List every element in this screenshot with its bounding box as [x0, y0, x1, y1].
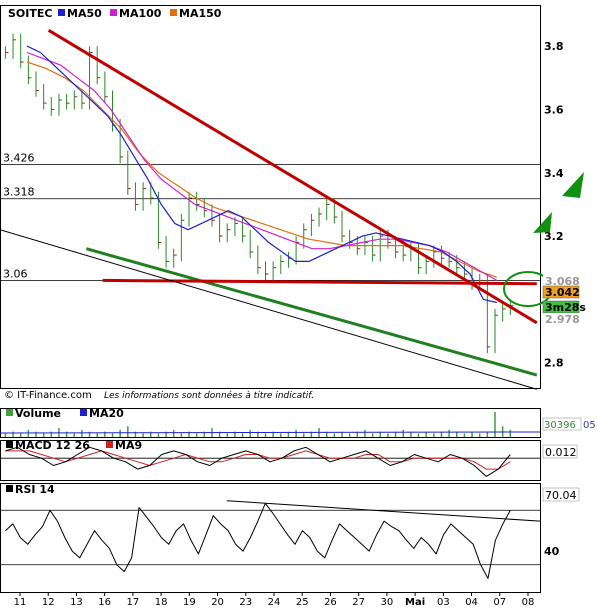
- price-y-tick-label: 3.8: [544, 40, 564, 53]
- macd-value-box: [542, 444, 578, 459]
- x-tick-label: Mai: [405, 597, 425, 608]
- x-tick-label: 20: [211, 597, 224, 608]
- watermark: © IT-Finance.com: [4, 390, 92, 401]
- rsi-legend-label: RSI 14: [15, 483, 55, 496]
- price-tag-box: [543, 313, 579, 325]
- price-panel-frame: [0, 5, 541, 389]
- volume-legend-label: MA20: [89, 407, 124, 420]
- rsi-value-tag: 70.04: [545, 489, 577, 502]
- price-level-label: 3.318: [3, 186, 35, 199]
- x-tick-label: 18: [155, 597, 168, 608]
- x-tick-label: 26: [324, 597, 337, 608]
- green-up-arrow-small: [533, 212, 552, 233]
- price-tag-label: 3.042: [545, 286, 580, 299]
- legend-label: MA50: [67, 7, 102, 20]
- price-tag-label: 2.978: [545, 313, 580, 326]
- price-y-tick-label: 2.8: [544, 357, 564, 370]
- price-level-label: 3.426: [3, 152, 35, 165]
- rsi-trendline: [226, 500, 541, 522]
- price-tag-box: [542, 285, 580, 299]
- trendline-horizontal-support: [102, 278, 537, 286]
- macd-legend-swatch: [106, 441, 113, 448]
- price-tag-box: [543, 275, 579, 287]
- legend-swatch: [110, 9, 117, 16]
- x-tick-label: 25: [296, 597, 309, 608]
- legend-swatch: [58, 9, 65, 16]
- rsi-legend-swatch: [6, 485, 13, 492]
- legend-swatch: [170, 9, 177, 16]
- x-tick-label: 08: [522, 597, 535, 608]
- x-tick-label: 07: [493, 597, 506, 608]
- ma50-line: [26, 45, 497, 304]
- price-y-tick-label: 3.4: [544, 167, 564, 180]
- price-tag-label: 3.068: [545, 275, 580, 288]
- volume-legend-swatch: [80, 409, 87, 416]
- macd-legend-label: MACD 12 26: [15, 439, 90, 452]
- legend-label: MA100: [119, 7, 162, 20]
- trendline-support: [85, 247, 538, 377]
- macd-legend-swatch: [6, 441, 13, 448]
- volume-value-suffix: 05: [583, 420, 596, 431]
- x-tick-label: 24: [268, 597, 281, 608]
- volume-legend-swatch: [6, 409, 13, 416]
- price-level-label: 3.06: [3, 267, 28, 280]
- x-tick-label: 30: [381, 597, 394, 608]
- x-tick-label: 27: [352, 597, 365, 608]
- volume-legend-label: Volume: [15, 407, 61, 420]
- macd-line: [5, 446, 511, 477]
- volume-ma20-line: [0, 431, 541, 434]
- rsi-panel-frame: [0, 483, 541, 593]
- legend-label: MA150: [179, 7, 222, 20]
- rsi-line: [5, 502, 511, 579]
- x-tick-label: 12: [42, 597, 55, 608]
- macd-value-tag: 0.012: [545, 446, 577, 459]
- volume-value-tag: 30396: [544, 420, 576, 431]
- x-tick-label: 11: [14, 597, 27, 608]
- rsi-y-tick-label: 40: [544, 545, 560, 558]
- x-tick-label: 16: [98, 597, 111, 608]
- price-y-tick-label: 3.2: [544, 230, 564, 243]
- price-y-tick-label: 3.6: [544, 103, 564, 116]
- trendline-resistance: [47, 29, 538, 325]
- x-tick-label: 19: [183, 597, 196, 608]
- x-tick-label: 13: [70, 597, 83, 608]
- macd-legend-label: MA9: [115, 439, 142, 452]
- x-tick-label: 04: [465, 597, 478, 608]
- green-up-arrow-large: [562, 172, 584, 198]
- trendline-long-downtrend: [0, 229, 537, 390]
- price-tag-label: 3m28s: [545, 301, 586, 314]
- watermark-note: Les informations sont données à titre in…: [104, 390, 314, 401]
- x-tick-label: 03: [437, 597, 450, 608]
- ma150-line: [26, 61, 497, 278]
- x-tick-label: 17: [127, 597, 140, 608]
- x-tick-label: 23: [239, 597, 252, 608]
- price-symbol: SOITEC: [8, 7, 52, 20]
- volume-value-box: [542, 417, 582, 431]
- rsi-value-box: [542, 487, 580, 502]
